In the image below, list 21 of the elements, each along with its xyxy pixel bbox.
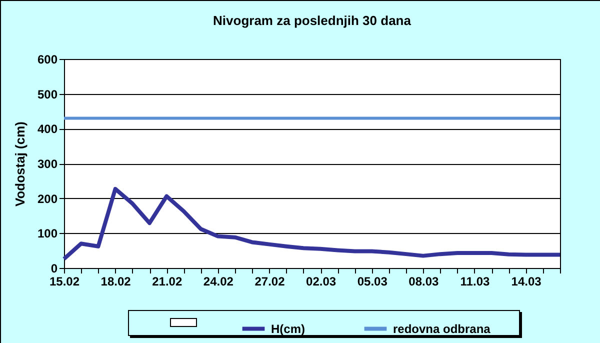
y-tick-label: 500 [37,87,58,102]
x-tick-label: 14.03 [511,274,542,288]
y-tick-label: 0 [50,262,58,276]
y-tick-label: 100 [37,226,58,241]
y-tick-label: 200 [37,192,58,206]
y-tick-label: 400 [37,122,58,136]
x-tick-label: 15.02 [49,274,80,288]
x-tick-label: 11.03 [460,274,490,288]
chart-title: Nivogram za poslednjih 30 dana [213,13,412,28]
x-tick-label: 02.03 [306,274,336,288]
x-tick-label: 27.02 [254,274,286,288]
x-tick-label: 21.02 [152,274,182,288]
legend-label: H(cm) [271,322,306,336]
x-tick-label: 05.03 [357,274,388,288]
legend-label: redovna odbrana [393,322,491,336]
x-tick-label: 08.03 [408,274,440,288]
x-tick-label: 18.02 [100,274,132,288]
y-tick-label: 300 [37,157,58,171]
y-tick-label: 600 [37,52,58,66]
y-axis-title: Vodostaj (cm) [12,122,28,206]
x-tick-label: 24.02 [203,274,234,288]
